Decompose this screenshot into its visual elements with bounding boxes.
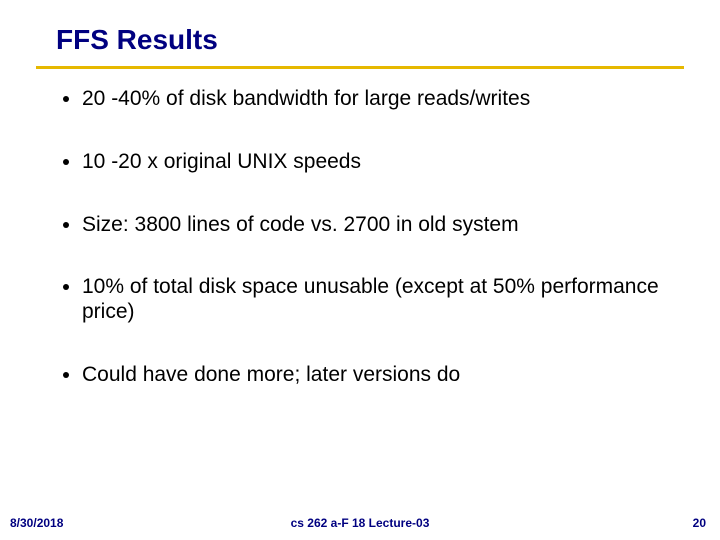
bullet-item: 20 -40% of disk bandwidth for large read… <box>82 87 664 112</box>
bullet-item: 10 -20 x original UNIX speeds <box>82 150 664 175</box>
slide: FFS Results 20 -40% of disk bandwidth fo… <box>0 0 720 540</box>
bullet-list: 20 -40% of disk bandwidth for large read… <box>56 87 664 388</box>
bullet-item: 10% of total disk space unusable (except… <box>82 275 664 325</box>
slide-title: FFS Results <box>0 24 720 66</box>
slide-content: 20 -40% of disk bandwidth for large read… <box>0 69 720 388</box>
bullet-item: Size: 3800 lines of code vs. 2700 in old… <box>82 213 664 238</box>
footer-center: cs 262 a-F 18 Lecture-03 <box>0 516 720 530</box>
footer-page-number: 20 <box>693 516 706 530</box>
bullet-item: Could have done more; later versions do <box>82 363 664 388</box>
